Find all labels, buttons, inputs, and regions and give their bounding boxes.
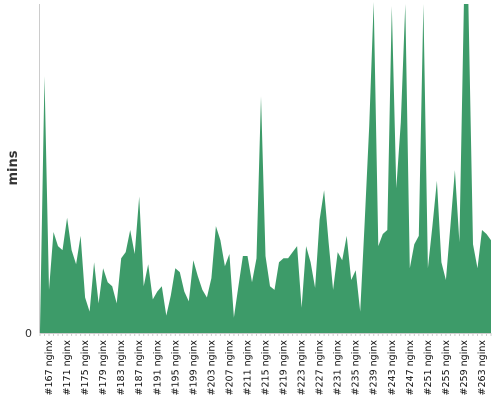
x-tick-label: #219 nginx bbox=[279, 340, 290, 396]
x-tick-label: #171 nginx bbox=[62, 340, 73, 396]
x-tick-label: #207 nginx bbox=[224, 340, 235, 396]
x-tick-label: #167 nginx bbox=[44, 340, 55, 396]
x-tick-label: #203 nginx bbox=[206, 340, 217, 396]
x-tick-label: #263 nginx bbox=[477, 340, 488, 396]
x-tick-label: #243 nginx bbox=[387, 340, 398, 396]
x-tick-label: #235 nginx bbox=[351, 340, 362, 396]
x-tick-label: #215 nginx bbox=[261, 340, 272, 396]
y-tick-label: 0 bbox=[25, 327, 32, 340]
x-tick-label: #191 nginx bbox=[152, 340, 163, 396]
x-tick-label: #175 nginx bbox=[80, 340, 91, 396]
x-tick-label: #239 nginx bbox=[369, 340, 380, 396]
x-tick-label: #211 nginx bbox=[243, 340, 254, 396]
x-tick-label: #255 nginx bbox=[441, 340, 452, 396]
x-tick-label: #231 nginx bbox=[333, 340, 344, 396]
x-tick-label: #247 nginx bbox=[405, 340, 416, 396]
x-tick-label: #187 nginx bbox=[134, 340, 145, 396]
x-tick-label: #227 nginx bbox=[315, 340, 326, 396]
x-tick-label: #195 nginx bbox=[170, 340, 181, 396]
x-tick-label: #251 nginx bbox=[423, 340, 434, 396]
x-tick-label: #223 nginx bbox=[297, 340, 308, 396]
y-axis-label: mins bbox=[6, 150, 21, 185]
x-axis-ticks: #167 nginx #171 nginx #175 nginx #179 nginx… bbox=[39, 333, 492, 396]
x-tick-label: #179 nginx bbox=[98, 340, 109, 396]
series-area bbox=[40, 2, 491, 333]
x-tick-label: #259 nginx bbox=[459, 340, 470, 396]
plot-area bbox=[40, 2, 491, 333]
x-tick-label: #199 nginx bbox=[188, 340, 199, 396]
x-tick-label: #183 nginx bbox=[116, 340, 127, 396]
